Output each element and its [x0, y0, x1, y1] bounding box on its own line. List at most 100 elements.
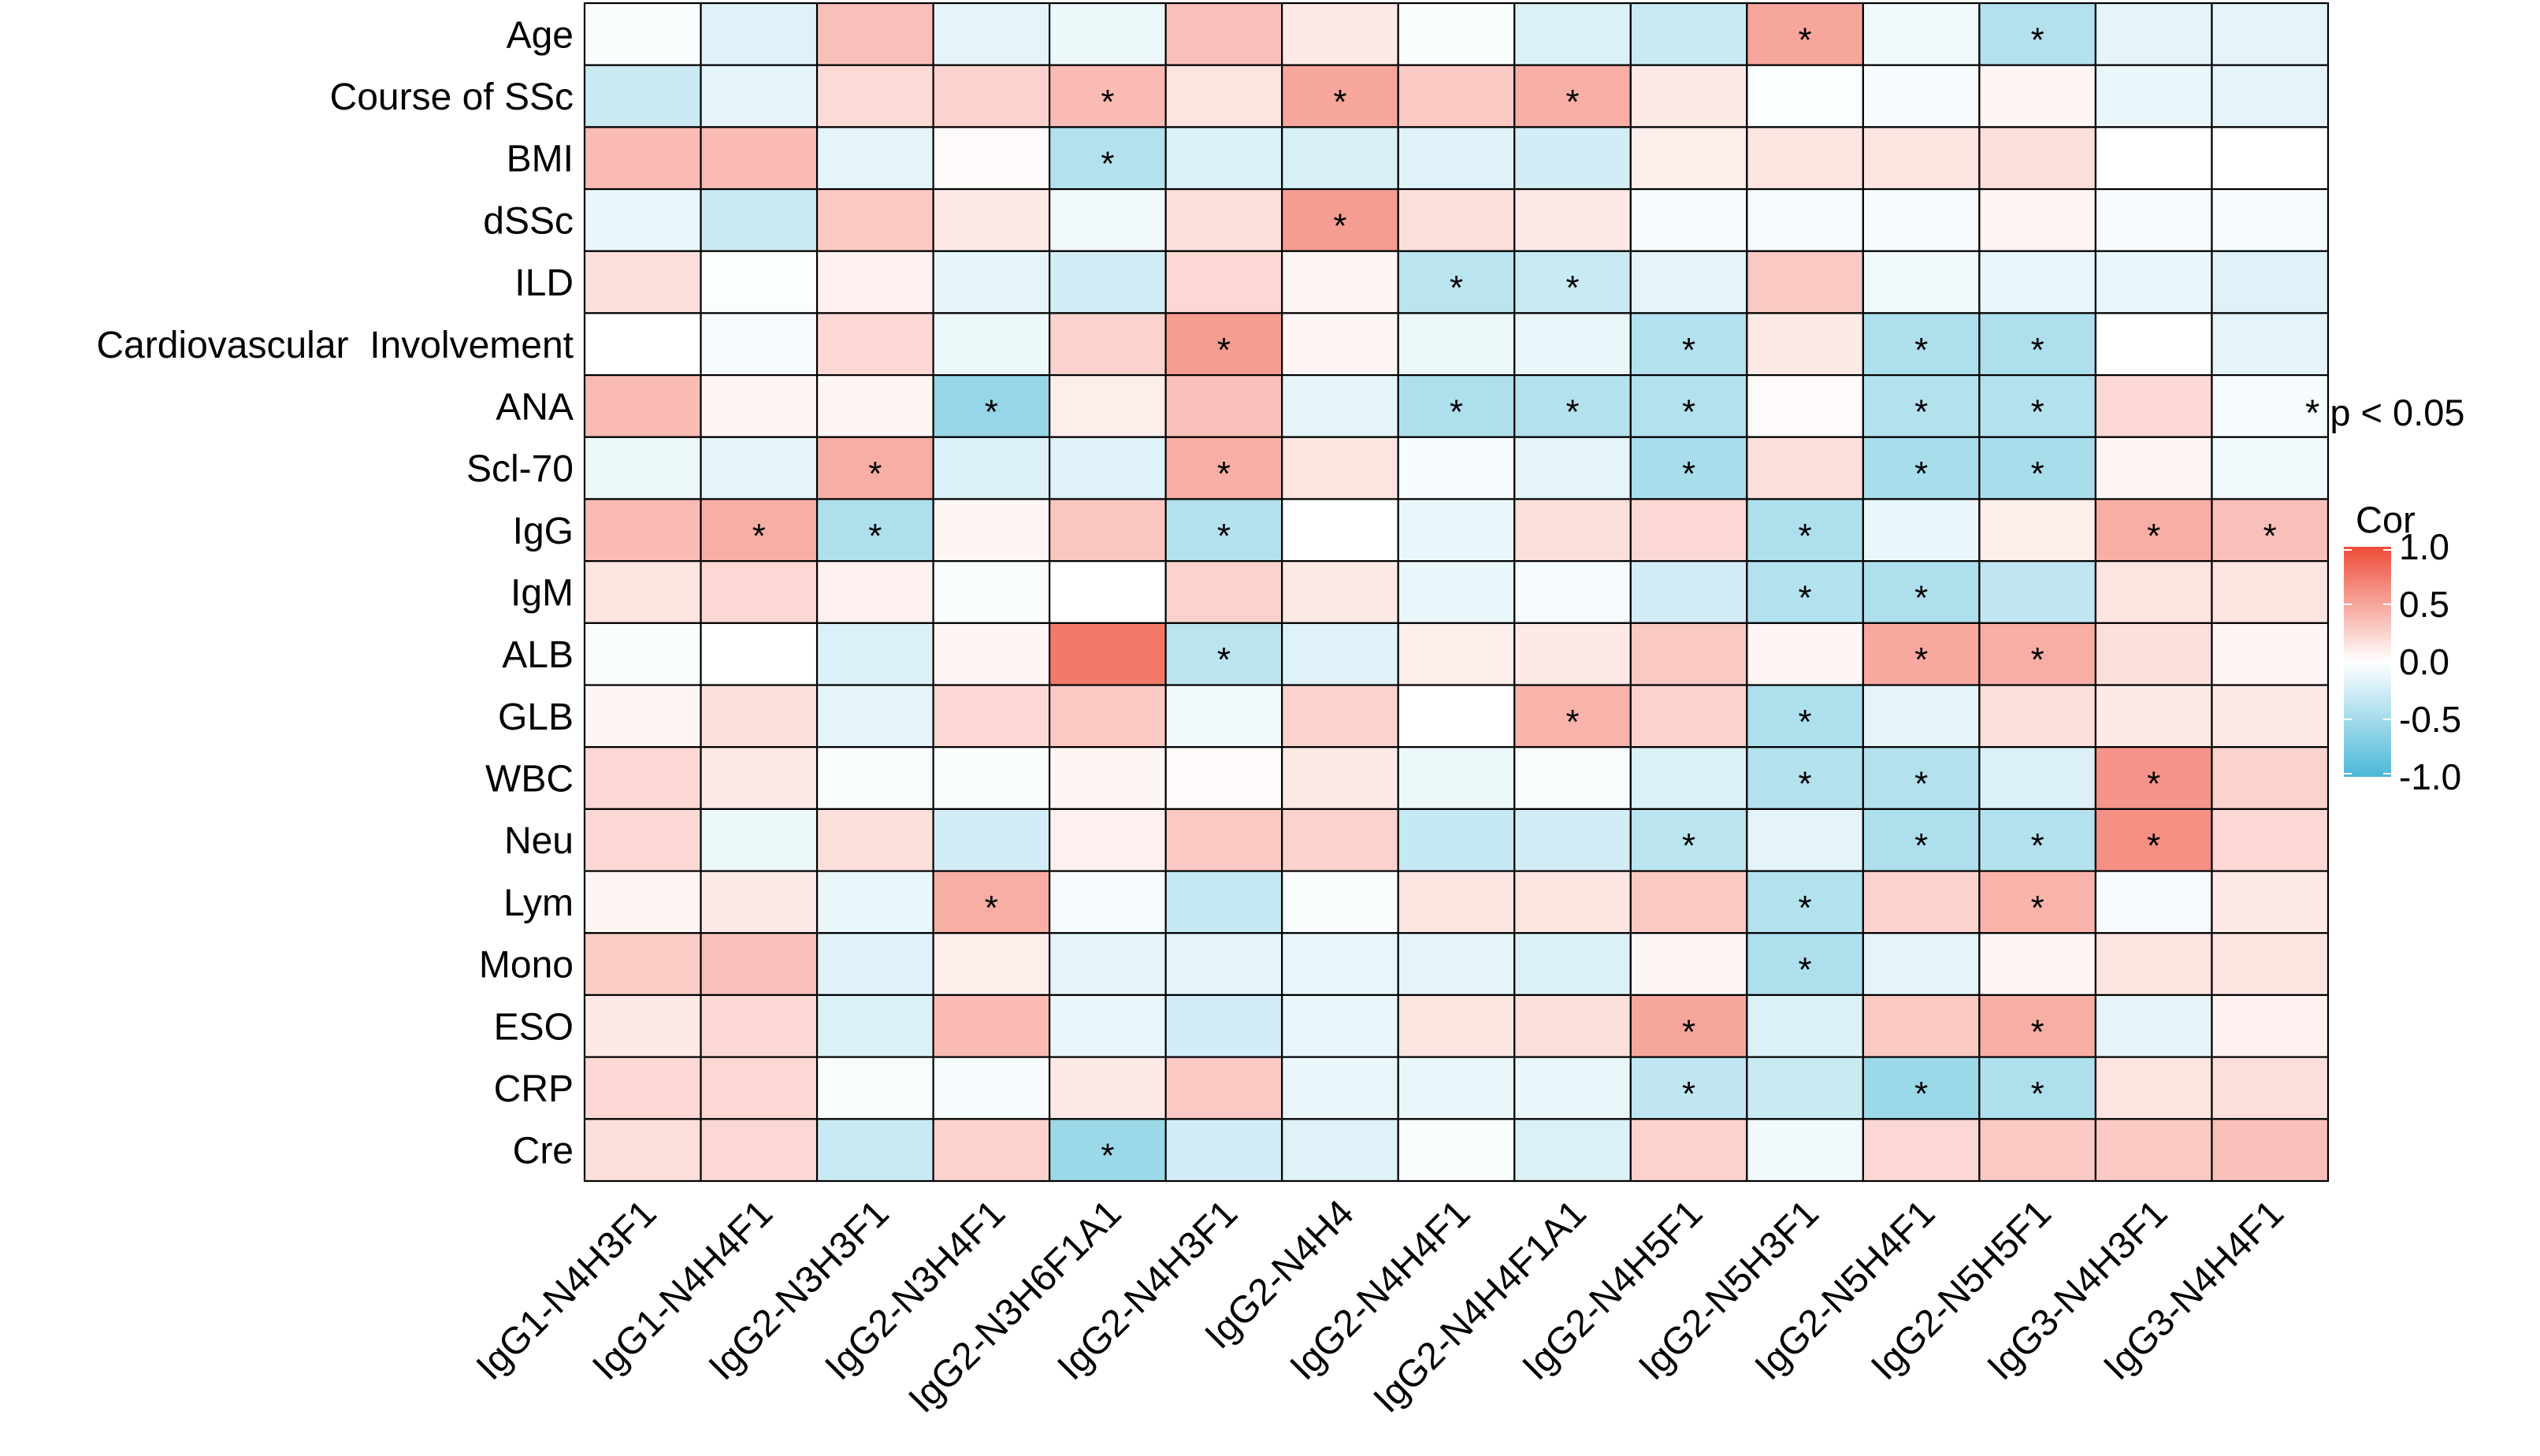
row-label: WBC	[485, 759, 574, 800]
heatmap-cell	[1746, 2, 1864, 66]
heatmap-cell	[1513, 1118, 1632, 1183]
heatmap-cell	[815, 1118, 934, 1183]
heatmap-cell	[1978, 1056, 2097, 1120]
heatmap-cell	[1281, 250, 1399, 314]
heatmap-cell	[2094, 250, 2213, 314]
heatmap-cell	[815, 994, 934, 1058]
heatmap-cell	[1629, 560, 1748, 624]
heatmap-cell	[1862, 188, 1981, 252]
heatmap-cell	[932, 1056, 1051, 1120]
heatmap-cell	[932, 126, 1051, 191]
heatmap-cell	[1397, 250, 1516, 314]
heatmap-cell	[2094, 312, 2213, 377]
significance-star: *	[2031, 455, 2044, 493]
heatmap-cell	[1164, 64, 1283, 128]
row-label: Age	[507, 14, 574, 56]
significance-star: *	[1217, 641, 1231, 679]
significance-star: *	[985, 889, 998, 927]
heatmap-cell	[932, 746, 1051, 810]
heatmap-cell	[932, 312, 1051, 377]
heatmap-cell	[583, 64, 702, 128]
significance-star: *	[2031, 889, 2044, 927]
significance-star: *	[1914, 392, 1928, 431]
heatmap-cell	[2211, 1118, 2330, 1183]
heatmap-cell	[700, 622, 819, 686]
heatmap-cell	[1049, 622, 1167, 686]
heatmap-cell	[700, 1118, 819, 1183]
heatmap-cell	[1513, 374, 1632, 438]
heatmap-cell	[1978, 250, 2097, 314]
heatmap-cell	[2094, 560, 2213, 624]
significance-star: *	[1565, 392, 1579, 431]
heatmap-cell	[815, 1056, 934, 1120]
heatmap-cell	[1397, 932, 1516, 997]
heatmap-cell	[1397, 188, 1516, 252]
heatmap-cell	[1629, 808, 1748, 872]
legend-ticks: 1.0 0.5 0.0 -0.5 -1.0	[2344, 526, 2461, 797]
heatmap-cell	[2094, 622, 2213, 686]
row-label: ANA	[496, 386, 574, 428]
heatmap-cell	[1978, 932, 2097, 997]
significance-star: *	[1799, 20, 1812, 59]
significance-star: *	[868, 517, 882, 555]
significance-star: *	[1217, 455, 1231, 493]
heatmap-cell	[1281, 2, 1399, 66]
significance-star: *	[2031, 20, 2044, 59]
heatmap-cell	[2094, 808, 2213, 872]
significance-star: *	[2147, 826, 2160, 865]
heatmap-cell	[1746, 498, 1864, 563]
heatmap-cell	[583, 374, 702, 438]
significance-star: *	[1682, 392, 1695, 431]
heatmap-cell	[1397, 498, 1516, 563]
significance-star: *	[1682, 826, 1695, 865]
heatmap-cell	[2211, 126, 2330, 191]
color-legend: Cor 1.0 0.5 0.0 -0.5 -1.0	[2344, 499, 2461, 797]
heatmap-cell	[1746, 188, 1864, 252]
heatmap-cell	[1281, 560, 1399, 624]
heatmap-cell	[815, 870, 934, 934]
heatmap-cell	[1281, 498, 1399, 563]
heatmap-cell	[583, 436, 702, 500]
heatmap-cell	[1862, 64, 1981, 128]
significance-star: *	[1799, 951, 1812, 990]
heatmap-cell	[1281, 684, 1399, 748]
heatmap-cell	[2211, 560, 2330, 624]
heatmap-cell	[1746, 64, 1864, 128]
heatmap-cell	[1629, 374, 1748, 438]
legend-tick-label: 0.0	[2399, 641, 2449, 682]
significance-star: *	[1682, 1012, 1695, 1051]
heatmap-cell	[1513, 560, 1632, 624]
significance-star: *	[1217, 331, 1231, 370]
heatmap-cell	[2094, 64, 2213, 128]
heatmap-cell	[1049, 1118, 1167, 1183]
heatmap-cell	[700, 126, 819, 191]
significance-star: *	[2031, 331, 2044, 370]
heatmap-cell	[1397, 684, 1516, 748]
significance-star: *	[1799, 703, 1812, 741]
heatmap-cell	[815, 2, 934, 66]
heatmap-cell	[932, 560, 1051, 624]
heatmap-cell	[815, 498, 934, 563]
heatmap-cell	[1164, 498, 1283, 563]
heatmap-cell	[700, 560, 819, 624]
heatmap-cell	[1513, 684, 1632, 748]
heatmap-cell	[1629, 684, 1748, 748]
row-label: CRP	[494, 1068, 574, 1110]
heatmap-cell	[1397, 560, 1516, 624]
heatmap-cell	[1049, 126, 1167, 191]
heatmap-cell	[2094, 994, 2213, 1058]
heatmap-cell	[1164, 436, 1283, 500]
heatmap-cell	[2094, 684, 2213, 748]
heatmap-cell	[700, 2, 819, 66]
heatmap-cell	[700, 808, 819, 872]
heatmap-cell	[700, 374, 819, 438]
heatmap-cell	[1629, 436, 1748, 500]
heatmap-cell	[1164, 188, 1283, 252]
heatmap-cell	[2211, 64, 2330, 128]
row-label: IgG	[513, 511, 574, 552]
significance-star: *	[1565, 703, 1579, 741]
heatmap-cell	[1397, 1056, 1516, 1120]
heatmap-cell	[1164, 932, 1283, 997]
significance-note: * p < 0.05	[2305, 392, 2465, 433]
significance-star: *	[1914, 579, 1928, 618]
